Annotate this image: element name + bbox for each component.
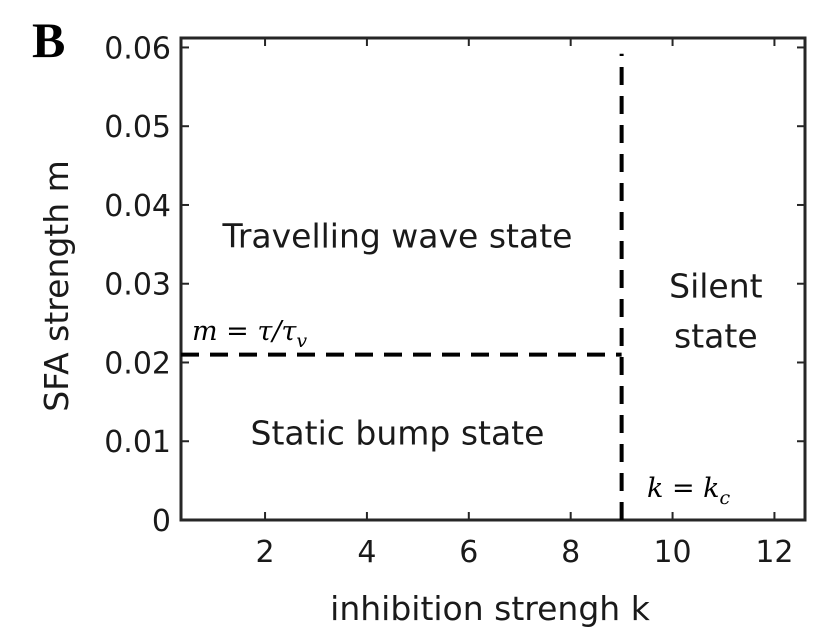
y-tick-label: 0.05 bbox=[104, 110, 171, 145]
x-axis-label: inhibition strengh k bbox=[330, 589, 651, 628]
y-tick-label: 0.04 bbox=[104, 189, 171, 224]
x-tick-label: 12 bbox=[755, 535, 793, 570]
plot-frame bbox=[179, 36, 807, 522]
y-tick-label: 0 bbox=[152, 504, 171, 539]
y-tick-label: 0.02 bbox=[104, 346, 171, 381]
y-axis-label: SFA strength m bbox=[37, 160, 76, 412]
x-tick-label: 8 bbox=[561, 535, 580, 570]
y-axis-ticks: 0 0.01 0.02 0.03 0.04 0.05 0.06 bbox=[104, 31, 805, 539]
x-tick-label: 2 bbox=[256, 535, 275, 570]
region-labels: Travelling wave state Static bump state Si… bbox=[222, 216, 763, 452]
region-label: Static bump state bbox=[251, 413, 545, 452]
tau-v-subscript: v bbox=[296, 330, 307, 352]
k-c-subscript: c bbox=[720, 487, 731, 509]
x-tick-label: 10 bbox=[653, 535, 691, 570]
region-label: Travelling wave state bbox=[222, 216, 573, 255]
y-tick-label: 0.06 bbox=[104, 31, 171, 66]
region-label: state bbox=[674, 316, 758, 355]
y-tick-label: 0.01 bbox=[104, 425, 171, 460]
vertical-boundary-annotation: k = kc bbox=[647, 473, 731, 509]
series-layer bbox=[181, 53, 624, 520]
x-tick-label: 6 bbox=[459, 535, 478, 570]
y-tick-label: 0.03 bbox=[104, 268, 171, 303]
region-label: Silent bbox=[669, 266, 763, 305]
panel-label: B bbox=[32, 12, 65, 68]
horizontal-boundary-annotation: m = τ/τv bbox=[192, 316, 307, 352]
x-tick-label: 4 bbox=[357, 535, 376, 570]
x-axis-ticks: 2 4 6 8 10 12 bbox=[256, 38, 794, 570]
